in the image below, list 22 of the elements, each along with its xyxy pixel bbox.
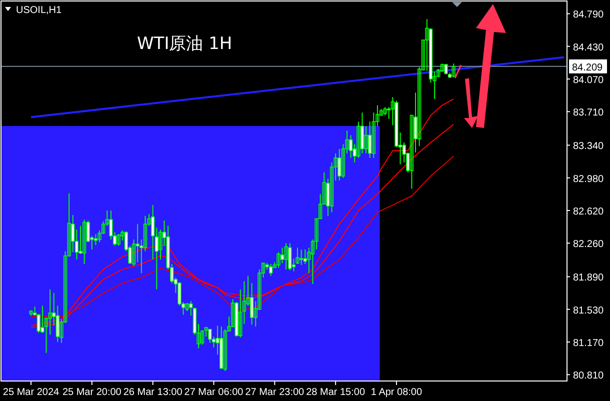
x-tick-label: 27 Mar 23:00 [245, 387, 305, 398]
y-tick-label: 84.430 [573, 42, 604, 54]
y-tick-label: 83.340 [573, 141, 604, 152]
x-tick-label: 25 Mar 2024 [2, 387, 60, 398]
ref-line-label: 84.209 [572, 62, 604, 74]
y-tick-label: 81.170 [573, 338, 604, 349]
annotation: WTI原油 1H [137, 34, 232, 54]
x-tick-label: 1 Apr 08:00 [370, 387, 422, 398]
x-tick-label: 28 Mar 15:00 [306, 387, 366, 398]
y-tick-label: 84.790 [573, 10, 604, 21]
x-tick-label: 25 Mar 20:00 [62, 387, 122, 398]
y-tick-label: 82.260 [573, 239, 604, 250]
x-tick-label: 26 Mar 13:00 [123, 387, 183, 398]
x-tick-label: 27 Mar 06:00 [184, 387, 244, 398]
y-tick-label: 82.980 [573, 174, 604, 185]
y-tick-label: 83.710 [573, 108, 604, 119]
y-tick-label: 84.070 [573, 74, 604, 86]
y-tick-label: 81.530 [573, 305, 604, 316]
chart-title: USOIL,H1 [16, 5, 62, 16]
y-tick-label: 82.620 [573, 206, 604, 218]
y-tick-label: 80.810 [573, 370, 604, 382]
y-tick-label: 81.890 [573, 272, 604, 284]
